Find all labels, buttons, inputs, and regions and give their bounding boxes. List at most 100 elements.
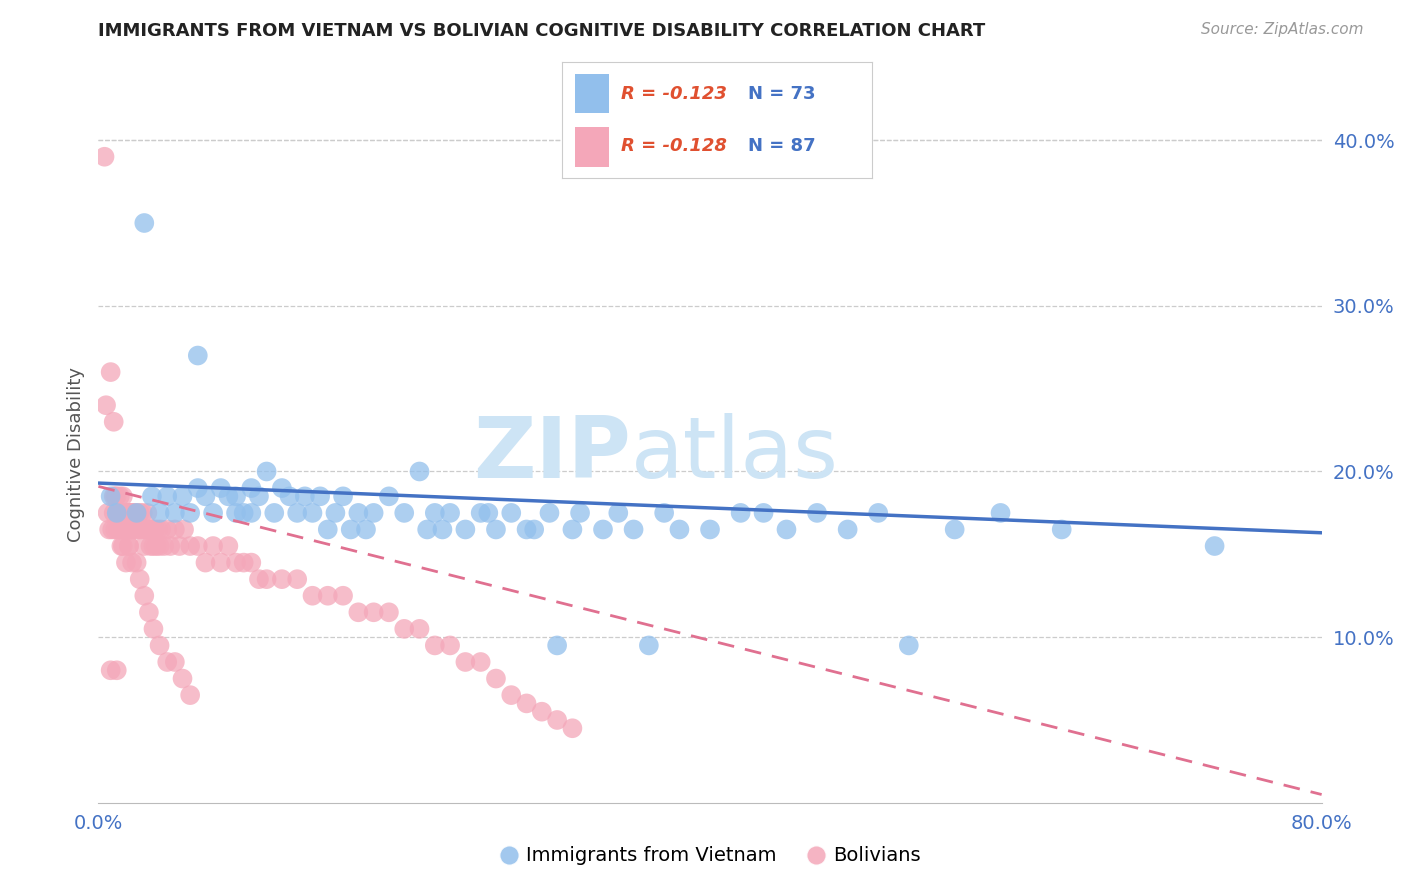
Point bbox=[347, 506, 370, 520]
Point bbox=[301, 589, 323, 603]
Bar bbox=[575, 128, 609, 167]
Point bbox=[240, 556, 263, 570]
Point bbox=[652, 506, 675, 520]
Point bbox=[112, 506, 135, 520]
Point bbox=[325, 506, 347, 520]
Point bbox=[127, 523, 149, 537]
Text: atlas: atlas bbox=[630, 413, 838, 497]
Point bbox=[110, 506, 132, 520]
Point bbox=[187, 349, 209, 363]
Point bbox=[179, 539, 201, 553]
Point bbox=[485, 523, 508, 537]
Point bbox=[111, 489, 134, 503]
Point bbox=[124, 523, 146, 537]
Point bbox=[150, 523, 173, 537]
Point bbox=[121, 523, 143, 537]
Point bbox=[209, 556, 232, 570]
Point bbox=[134, 216, 156, 230]
Point bbox=[120, 523, 142, 537]
Point bbox=[94, 398, 117, 412]
Legend: Immigrants from Vietnam, Bolivians: Immigrants from Vietnam, Bolivians bbox=[491, 838, 929, 873]
Point bbox=[138, 605, 160, 619]
Point bbox=[354, 523, 377, 537]
Y-axis label: Cognitive Disability: Cognitive Disability bbox=[66, 368, 84, 542]
Point bbox=[240, 506, 263, 520]
Point bbox=[309, 489, 332, 503]
Point bbox=[202, 539, 225, 553]
Point bbox=[217, 539, 239, 553]
Point bbox=[105, 506, 128, 520]
Point bbox=[135, 523, 157, 537]
Point bbox=[501, 688, 523, 702]
Point bbox=[145, 539, 167, 553]
Text: N = 87: N = 87 bbox=[748, 137, 815, 155]
Point bbox=[115, 523, 138, 537]
Point bbox=[202, 506, 225, 520]
Point bbox=[225, 506, 247, 520]
Point bbox=[118, 539, 141, 553]
Point bbox=[138, 523, 160, 537]
Point bbox=[530, 705, 553, 719]
Point bbox=[100, 489, 122, 503]
Point bbox=[115, 506, 138, 520]
Point bbox=[142, 539, 165, 553]
Point bbox=[142, 622, 165, 636]
Point bbox=[363, 506, 385, 520]
Point bbox=[363, 605, 385, 619]
Point bbox=[392, 622, 416, 636]
Point bbox=[100, 365, 122, 379]
Point bbox=[146, 523, 169, 537]
Point bbox=[943, 523, 966, 537]
Point bbox=[278, 489, 301, 503]
Point bbox=[187, 539, 209, 553]
Point bbox=[118, 506, 141, 520]
Point bbox=[139, 539, 162, 553]
Point bbox=[101, 523, 124, 537]
Point bbox=[256, 572, 278, 586]
Point bbox=[141, 523, 163, 537]
Point bbox=[247, 489, 270, 503]
Point bbox=[103, 415, 125, 429]
Point bbox=[134, 589, 156, 603]
Point bbox=[194, 556, 217, 570]
Point bbox=[156, 523, 179, 537]
Point bbox=[416, 523, 439, 537]
Point bbox=[149, 506, 172, 520]
Point bbox=[378, 605, 401, 619]
Point bbox=[112, 523, 135, 537]
Point bbox=[115, 556, 138, 570]
Point bbox=[423, 639, 446, 653]
Point bbox=[117, 506, 139, 520]
Point bbox=[163, 523, 186, 537]
Point bbox=[153, 539, 176, 553]
Point bbox=[806, 506, 828, 520]
Point bbox=[270, 481, 292, 495]
Point bbox=[122, 506, 145, 520]
Point bbox=[561, 523, 583, 537]
Point bbox=[132, 506, 155, 520]
Point bbox=[107, 523, 129, 537]
Text: N = 73: N = 73 bbox=[748, 85, 815, 103]
Point bbox=[108, 523, 131, 537]
Bar bbox=[575, 74, 609, 113]
Point bbox=[470, 655, 492, 669]
Point bbox=[217, 489, 239, 503]
Point bbox=[93, 150, 115, 164]
Point bbox=[439, 639, 461, 653]
Point bbox=[423, 506, 446, 520]
Point bbox=[100, 663, 122, 677]
Point bbox=[270, 572, 292, 586]
Point bbox=[256, 465, 278, 479]
Point bbox=[668, 523, 690, 537]
Point bbox=[485, 672, 508, 686]
Point bbox=[111, 539, 134, 553]
Point bbox=[516, 697, 538, 711]
Point bbox=[179, 688, 201, 702]
Point bbox=[108, 523, 131, 537]
Point bbox=[111, 523, 134, 537]
Point bbox=[107, 506, 129, 520]
Point bbox=[730, 506, 752, 520]
Point bbox=[172, 672, 194, 686]
Point bbox=[104, 489, 127, 503]
Point bbox=[392, 506, 416, 520]
